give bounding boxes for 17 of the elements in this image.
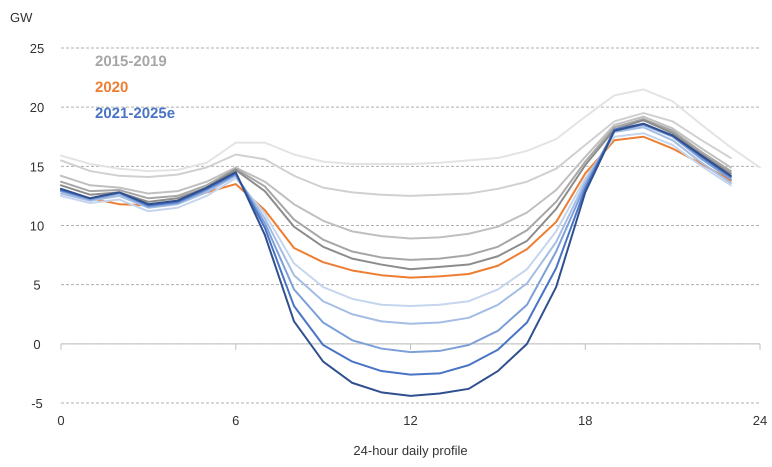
y-axis-title: GW (10, 10, 34, 25)
annotation: 2020 (95, 79, 128, 96)
annotation: 2021-2025e (95, 105, 176, 122)
x-tick-label: 24 (752, 413, 768, 428)
y-tick-label: 20 (30, 100, 44, 116)
y-tick-label: -5 (31, 396, 43, 411)
y-tick-label: 25 (30, 41, 44, 56)
y-tick-label: 5 (33, 278, 41, 293)
x-tick-label: 18 (578, 413, 592, 428)
y-tick-label: 10 (30, 218, 44, 234)
y-tick-label: 0 (33, 336, 41, 352)
x-axis-title: 24-hour daily profile (353, 443, 468, 458)
x-tick-label: 12 (403, 413, 418, 428)
annotation: 2015-2019 (95, 53, 167, 70)
x-tick-label: 0 (57, 413, 65, 428)
y-tick-label: 15 (30, 159, 44, 174)
x-tick-label: 6 (232, 413, 240, 428)
